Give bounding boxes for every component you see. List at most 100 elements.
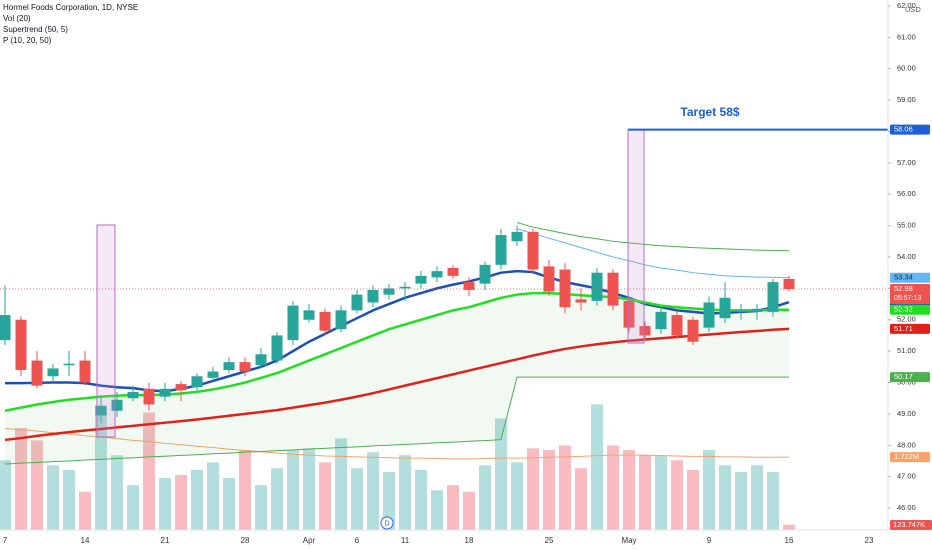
candle-body: [623, 300, 635, 328]
candle-body: [367, 289, 379, 303]
volume-bar: [47, 465, 59, 530]
overlay-layer: Target 58$: [0, 105, 888, 290]
x-tick-label: 28: [241, 536, 250, 545]
volume-bar: [607, 445, 619, 530]
price-badge: [890, 372, 930, 383]
x-tick-label: 23: [865, 536, 874, 545]
band-fill: [5, 293, 789, 465]
y-tick-label: 54.00: [897, 252, 916, 261]
volume-bar: [639, 455, 651, 530]
volume-bar: [783, 524, 795, 530]
candle-body: [63, 363, 75, 366]
candle-body: [527, 231, 539, 270]
volume-bar: [463, 491, 475, 530]
x-tick-label: 18: [465, 536, 474, 545]
x-tick-label: 7: [3, 536, 8, 545]
x-tick-label: 16: [785, 536, 794, 545]
volume-bar: [79, 491, 91, 530]
volume-bar: [527, 448, 539, 530]
countdown: 05:57:13: [894, 295, 921, 302]
volume-bar: [399, 455, 411, 530]
price-badge: [890, 272, 930, 283]
chart-title: Hormel Foods Corporation, 1D, NYSE: [3, 3, 138, 12]
indicator-line: [4, 327, 790, 442]
y-tick-label: 61.00: [897, 32, 916, 41]
candle-body: [591, 272, 603, 301]
y-tick-label: 62.00: [897, 1, 916, 10]
dividend-label: D: [384, 520, 389, 527]
candle-body: [687, 319, 699, 342]
volume-bar: [271, 468, 283, 530]
candle-body: [303, 310, 315, 320]
price-layer: [0, 222, 795, 465]
indicator-label: Vol (20): [3, 14, 31, 23]
candle-body: [703, 302, 715, 328]
volume-bar: [223, 477, 235, 530]
x-tick-label: 6: [355, 536, 360, 545]
y-tick-label: 46.00: [897, 503, 916, 512]
volume-bar: [111, 455, 123, 530]
candle-body: [639, 326, 651, 336]
price-badge-label: 51.71: [894, 324, 913, 333]
volume-bar: [127, 485, 139, 530]
x-tick-label: 9: [707, 536, 712, 545]
candle-body: [319, 311, 331, 331]
volume-bar: [431, 490, 443, 530]
highlight-box: [96, 224, 116, 438]
price-badge-label: 52.98: [894, 284, 913, 293]
volume-label: 123.747K: [893, 520, 925, 529]
volume-bar: [703, 450, 715, 530]
volume-bar: [543, 450, 555, 530]
candle-body: [447, 267, 459, 276]
volume-bar: [559, 445, 571, 530]
volume-bar: [207, 462, 219, 530]
candle-body: [575, 299, 587, 303]
candle-body: [191, 376, 203, 388]
volume-bar: [671, 460, 683, 530]
candle-body: [255, 354, 267, 366]
highlight-box: [627, 129, 645, 344]
candle-body: [271, 335, 283, 361]
x-tick-label: Apr: [303, 536, 316, 545]
volume-bar: [287, 450, 299, 530]
price-badge: [890, 124, 930, 135]
candle-body: [0, 315, 11, 341]
candle-body: [79, 360, 91, 383]
volume-bar: [255, 485, 267, 530]
candle-body: [159, 388, 171, 397]
candle-body: [351, 294, 363, 311]
candle-body: [431, 271, 443, 278]
volume-bar: [575, 468, 587, 530]
y-tick-label: 47.00: [897, 472, 916, 481]
indicator-line: [5, 269, 790, 393]
volume-bar: [303, 448, 315, 530]
y-tick-label: 55.00: [897, 221, 916, 230]
dividend-marker[interactable]: [380, 516, 394, 530]
volume-bar: [415, 469, 427, 530]
candle-body: [95, 406, 107, 416]
volume-bar: [191, 469, 203, 530]
candle-body: [383, 288, 395, 295]
x-tick-label: 21: [161, 536, 170, 545]
candle-body: [559, 269, 571, 308]
volume-bar: [751, 465, 763, 530]
y-tick-label: 52.00: [897, 315, 916, 324]
x-tick-label: 11: [401, 536, 410, 545]
volume-bar: [175, 475, 187, 530]
price-badge: [890, 304, 930, 315]
candle-body: [495, 235, 507, 265]
volume-bar: [447, 485, 459, 530]
candle-body: [15, 319, 27, 370]
candle-body: [511, 231, 523, 242]
candle-body: [719, 297, 731, 319]
volume-bar: [383, 472, 395, 530]
y-tick-label: 57.00: [897, 158, 916, 167]
candle-body: [655, 311, 667, 330]
target-label: Target 58$: [680, 105, 739, 119]
candle-body: [463, 282, 475, 290]
volume-bar: [367, 452, 379, 530]
price-badge-label: 50.17: [894, 372, 913, 381]
candle-body: [671, 315, 683, 336]
volume-bar: [735, 472, 747, 530]
